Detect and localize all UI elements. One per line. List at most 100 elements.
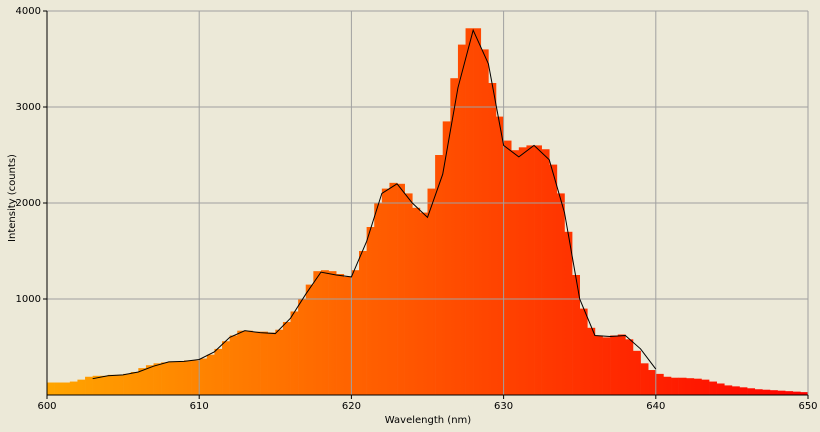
- bar: [123, 373, 132, 395]
- bar: [503, 140, 512, 395]
- bar: [541, 149, 550, 395]
- x-tick-label: 640: [646, 401, 665, 412]
- bar: [62, 382, 71, 395]
- bar: [313, 271, 322, 395]
- bar: [709, 381, 717, 395]
- bar: [290, 311, 299, 395]
- bar: [648, 370, 657, 395]
- bar: [54, 382, 63, 395]
- bar: [389, 182, 398, 395]
- bar: [526, 145, 535, 395]
- bar: [572, 275, 580, 395]
- bar: [457, 44, 466, 395]
- bar: [747, 388, 756, 395]
- bar: [77, 379, 86, 395]
- bar: [587, 327, 596, 395]
- bar: [359, 251, 367, 395]
- bar: [450, 78, 459, 395]
- bar: [183, 360, 192, 395]
- bar: [404, 193, 413, 395]
- bar: [222, 341, 230, 395]
- x-axis-label: Wavelength (nm): [385, 415, 471, 426]
- bar: [229, 335, 238, 395]
- y-tick-label: 4000: [16, 6, 41, 17]
- bar: [564, 231, 573, 395]
- bar: [305, 284, 314, 395]
- y-tick-label: 3000: [16, 102, 41, 113]
- bar: [191, 360, 200, 395]
- bar: [701, 379, 710, 395]
- bar: [336, 274, 345, 395]
- bar: [107, 374, 116, 395]
- y-tick-label: 2000: [16, 198, 41, 209]
- bar: [351, 270, 360, 395]
- bar: [214, 348, 223, 395]
- spectrum-line: [92, 28, 657, 380]
- bar: [716, 383, 725, 395]
- bar: [298, 299, 307, 395]
- bar: [792, 391, 801, 395]
- bar: [176, 361, 185, 395]
- bar: [252, 331, 261, 395]
- bar: [435, 155, 444, 395]
- bar: [328, 271, 337, 395]
- bar: [739, 387, 748, 395]
- bar: [473, 28, 482, 396]
- bar: [594, 335, 603, 395]
- bar: [206, 354, 215, 395]
- bar: [260, 331, 268, 395]
- bar: [237, 330, 246, 395]
- bar: [488, 83, 497, 395]
- bar: [686, 378, 695, 395]
- bar: [640, 363, 649, 395]
- bar: [397, 183, 405, 395]
- bar: [381, 188, 390, 395]
- bar: [244, 330, 253, 395]
- bar: [320, 270, 329, 395]
- bar: [724, 385, 733, 395]
- bar: [92, 375, 101, 395]
- bar: [412, 207, 421, 395]
- bar: [199, 358, 208, 395]
- bar: [115, 374, 124, 395]
- bar: [671, 377, 679, 395]
- bar: [617, 334, 626, 395]
- bar: [579, 308, 588, 395]
- bar: [769, 390, 778, 395]
- bar: [800, 392, 809, 395]
- bar: [518, 147, 527, 395]
- bar: [267, 332, 276, 395]
- bar: [145, 365, 154, 395]
- bar: [282, 322, 291, 395]
- bar: [678, 377, 687, 395]
- bar: [419, 212, 428, 395]
- bar: [153, 363, 162, 395]
- y-axis-label: Intensity (counts): [7, 154, 18, 242]
- x-tick-label: 620: [342, 401, 361, 412]
- bar: [168, 361, 177, 395]
- x-tick-label: 600: [37, 401, 56, 412]
- bar: [275, 329, 284, 395]
- bar: [427, 188, 436, 395]
- bar: [130, 371, 139, 395]
- bar: [785, 391, 794, 395]
- bar: [632, 350, 641, 395]
- bar: [625, 339, 634, 395]
- bar: [556, 193, 565, 395]
- bar: [511, 150, 520, 395]
- bar: [602, 337, 611, 395]
- bar: [442, 121, 451, 396]
- bar: [754, 389, 763, 395]
- bar: [47, 382, 55, 395]
- bar: [762, 389, 771, 395]
- bar: [343, 276, 352, 395]
- bar: [85, 376, 93, 395]
- bar: [731, 386, 740, 395]
- x-tick-label: 650: [798, 401, 817, 412]
- x-tick-label: 630: [494, 401, 513, 412]
- y-tick-label: 1000: [16, 294, 41, 305]
- bar: [69, 381, 78, 395]
- bar: [663, 376, 672, 395]
- bar: [655, 373, 664, 395]
